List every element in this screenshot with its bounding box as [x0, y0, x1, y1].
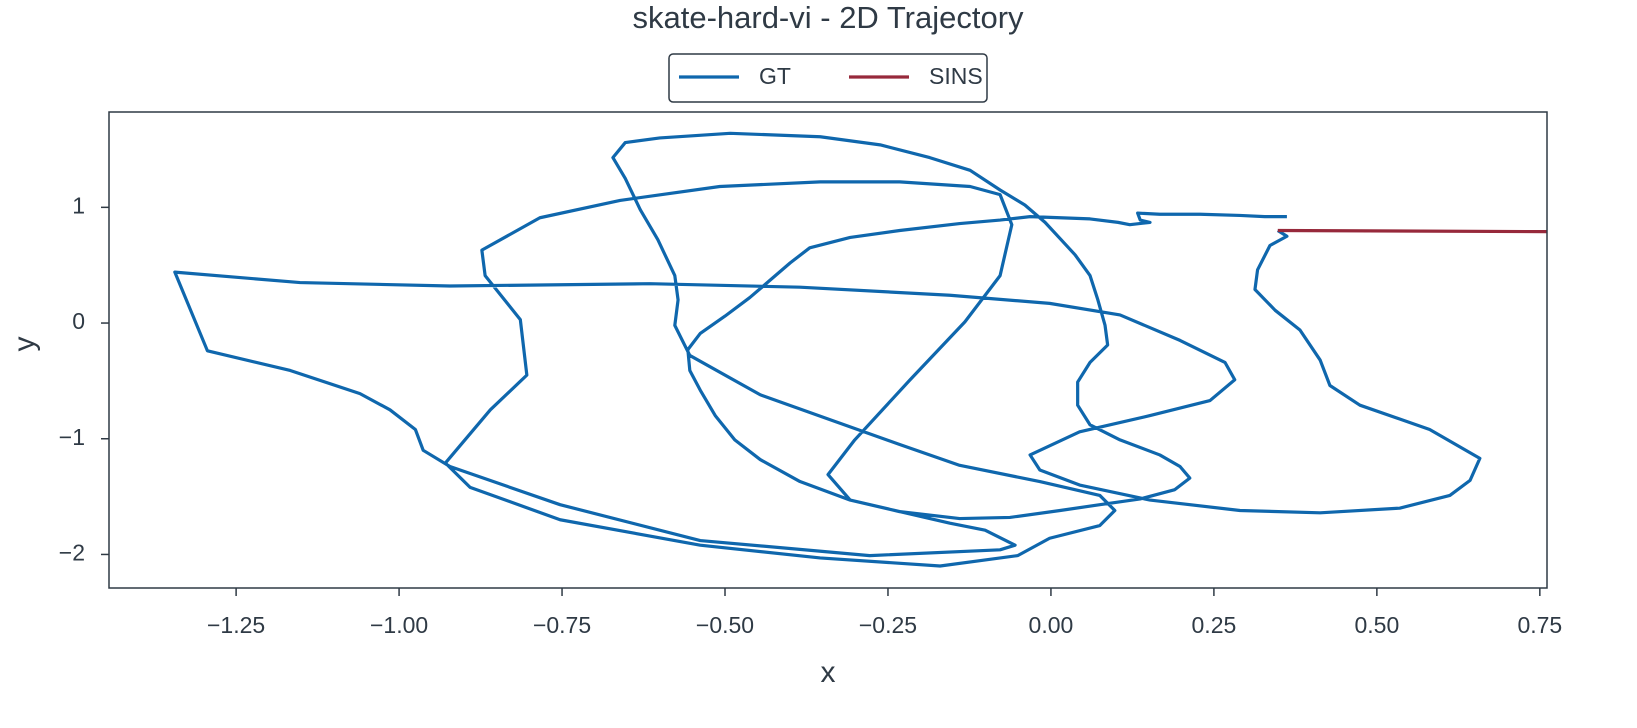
- y-tick-label: 1: [72, 192, 85, 218]
- x-tick-label: 0.75: [1517, 612, 1562, 638]
- legend-box: [668, 53, 988, 103]
- trajectory-line: [1277, 228, 1547, 234]
- x-tick-label: 0.25: [1192, 612, 1237, 638]
- trajectory-line: [173, 131, 1482, 568]
- x-tick-label: −0.50: [696, 612, 754, 638]
- x-tick-label: −1.25: [207, 612, 265, 638]
- x-tick-label: −0.25: [859, 612, 917, 638]
- legend: GT SINS: [668, 53, 988, 103]
- y-tick-label: −2: [59, 540, 85, 566]
- plot-frame: [108, 111, 1548, 589]
- y-tick-label: −1: [59, 424, 85, 450]
- legend-label: SINS: [929, 63, 983, 89]
- x-axis-label: x: [821, 656, 836, 689]
- y-tick-label: 0: [72, 308, 85, 334]
- chart-title: skate-hard-vi - 2D Trajectory: [632, 0, 1024, 35]
- x-tick-label: 0.00: [1029, 612, 1074, 638]
- x-tick-label: 0.50: [1354, 612, 1399, 638]
- y-axis-label: y: [8, 337, 41, 352]
- x-tick-label: −1.00: [370, 612, 428, 638]
- plot-lines: [173, 131, 1547, 568]
- x-tick-label: −0.75: [533, 612, 591, 638]
- legend-label: GT: [759, 63, 791, 89]
